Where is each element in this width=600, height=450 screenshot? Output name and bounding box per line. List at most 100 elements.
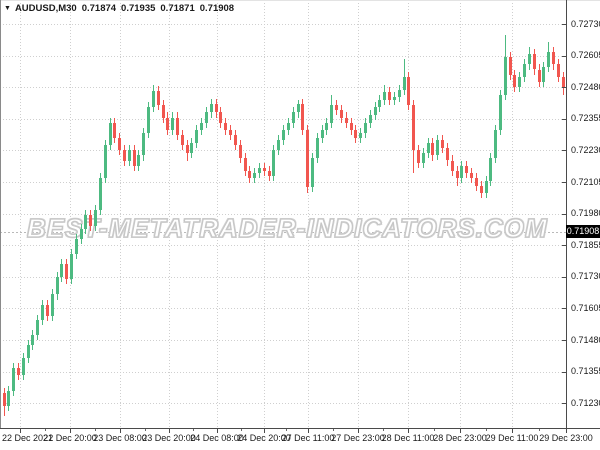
candle-down	[339, 109, 343, 118]
candle-up	[523, 64, 527, 78]
grid-line-horizontal	[0, 118, 566, 120]
time-axis-tick	[358, 429, 359, 433]
candle-up	[494, 130, 498, 158]
candle-down	[65, 264, 69, 280]
candle-up	[209, 103, 213, 113]
candle-down	[262, 168, 266, 171]
time-axis-tick	[217, 429, 218, 433]
grid-line-vertical	[70, 0, 71, 428]
time-axis-label: 27 Dec 23:00	[331, 433, 385, 443]
quote-high: 0.71935	[121, 3, 156, 14]
grid-line-horizontal	[0, 340, 566, 341]
candle-up	[436, 140, 440, 156]
time-axis-label: 27 Dec 11:00	[281, 433, 335, 443]
candle-down	[243, 157, 247, 171]
grid-line-vertical	[408, 0, 409, 428]
time-axis-line	[0, 428, 600, 429]
grid-line-horizontal	[0, 87, 566, 89]
time-axis-tick	[460, 429, 461, 433]
candle-down	[335, 104, 339, 110]
time-axis-label: 23 Dec 08:00	[93, 433, 147, 443]
candle-up	[320, 130, 324, 138]
time-axis-label: 28 Dec 23:00	[433, 433, 487, 443]
candle-down	[465, 165, 469, 174]
price-axis-tick	[562, 308, 566, 310]
time-axis-minor-tick	[383, 429, 384, 431]
candle-up	[171, 117, 175, 131]
time-axis-tick	[408, 429, 409, 433]
candle-down	[417, 150, 421, 164]
candle-up	[359, 132, 363, 138]
candle-up	[190, 142, 194, 153]
grid-line-vertical	[169, 0, 170, 428]
grid-line-vertical	[358, 0, 359, 428]
grid-line-horizontal	[0, 213, 566, 215]
price-axis-tick	[562, 371, 566, 373]
quote-header: ▼ AUDUSD,M30 0.71874 0.71935 0.71871 0.71908	[4, 3, 234, 14]
price-axis-tick	[562, 245, 566, 247]
time-axis[interactable]: 22 Dec 2021 22 Dec 20:00 23 Dec 08:00 23 De…	[0, 429, 600, 450]
time-axis-tick	[169, 429, 170, 433]
time-axis-minor-tick	[240, 429, 242, 431]
candle-up	[69, 254, 73, 280]
price-axis-tick	[562, 276, 566, 278]
time-axis-tick	[566, 429, 567, 433]
candle-down	[267, 170, 271, 176]
candle-down	[238, 145, 242, 158]
candle-down	[132, 150, 136, 166]
time-axis-minor-tick	[333, 429, 334, 431]
time-axis-label: 29 Dec 11:00	[485, 433, 539, 443]
candle-up	[7, 390, 11, 406]
time-axis-label: 22 Dec 2021	[2, 433, 54, 443]
candle-up	[291, 112, 295, 123]
candle-up	[330, 104, 334, 123]
chart-plot-area[interactable]	[0, 0, 566, 428]
candle-up	[397, 89, 401, 98]
candle-up	[253, 173, 257, 179]
grid-line-vertical	[120, 0, 121, 428]
grid-line-horizontal	[0, 308, 566, 310]
price-axis-line	[566, 0, 567, 429]
candle-up	[127, 150, 131, 161]
price-axis-tick	[562, 118, 566, 120]
candle-up	[41, 304, 45, 320]
price-axis-tick	[562, 24, 566, 25]
candle-down	[551, 51, 555, 65]
candle-up	[368, 115, 372, 123]
candle-down	[166, 117, 170, 131]
candle-up	[98, 178, 102, 210]
candle-down	[306, 130, 310, 188]
time-axis-tick	[308, 429, 309, 433]
price-axis-label: 0.72105	[571, 176, 600, 187]
time-axis-minor-tick	[144, 429, 146, 431]
window-top-border	[0, 0, 600, 1]
candle-up	[325, 122, 329, 131]
time-axis-tick	[20, 429, 21, 433]
candle-down	[388, 92, 392, 100]
candle-down	[224, 122, 228, 131]
candle-up	[421, 152, 425, 164]
candle-up	[460, 165, 464, 179]
candle-up	[383, 92, 387, 100]
candle-up	[108, 122, 112, 146]
window-left-border	[0, 0, 1, 428]
time-axis-tick	[120, 429, 121, 433]
candle-up	[55, 276, 59, 295]
candle-down	[233, 135, 237, 146]
candle-down	[349, 122, 353, 131]
collapse-arrow-icon[interactable]: ▼	[4, 5, 11, 12]
candle-down	[561, 77, 565, 88]
grid-line-vertical	[512, 0, 513, 428]
time-axis-minor-tick	[486, 429, 487, 431]
price-axis-label: 0.72355	[571, 113, 600, 124]
candle-up	[142, 132, 146, 156]
candle-up	[310, 157, 314, 188]
grid-line-horizontal	[0, 276, 566, 278]
time-axis-minor-tick	[286, 429, 287, 431]
candle-up	[498, 94, 502, 131]
price-axis-tick	[562, 213, 566, 215]
candle-up	[12, 367, 16, 391]
candle-up	[272, 150, 276, 176]
